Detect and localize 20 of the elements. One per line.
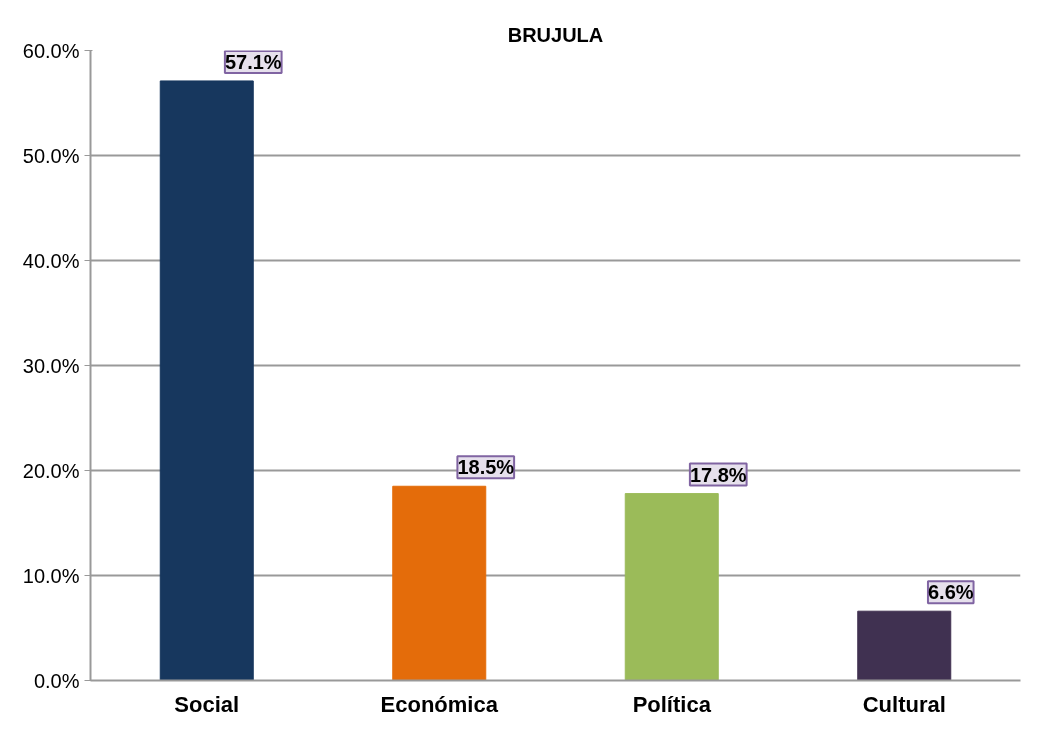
data-label: 18.5% [457, 456, 515, 479]
x-tick-label: Cultural [862, 691, 946, 717]
data-label: 6.6% [927, 581, 974, 604]
data-label: 57.1% [224, 50, 282, 73]
y-tick-label: 30.0% [22, 354, 80, 377]
x-tick-label: Económica [380, 691, 499, 717]
data-label: 17.8% [689, 463, 747, 486]
y-tick-label: 50.0% [22, 144, 80, 167]
x-tick-label: Social [174, 691, 240, 717]
bar [159, 80, 254, 681]
y-tick-label: 40.0% [22, 249, 80, 272]
y-tick-label: 0.0% [33, 669, 80, 692]
bar [392, 485, 487, 681]
y-tick-label: 10.0% [22, 564, 80, 587]
y-tick-label: 60.0% [22, 39, 80, 62]
chart-title: BRUJULA [507, 23, 604, 46]
bar [624, 493, 719, 681]
y-tick-label: 20.0% [22, 459, 80, 482]
x-tick-label: Política [632, 691, 712, 717]
bar [857, 610, 952, 681]
